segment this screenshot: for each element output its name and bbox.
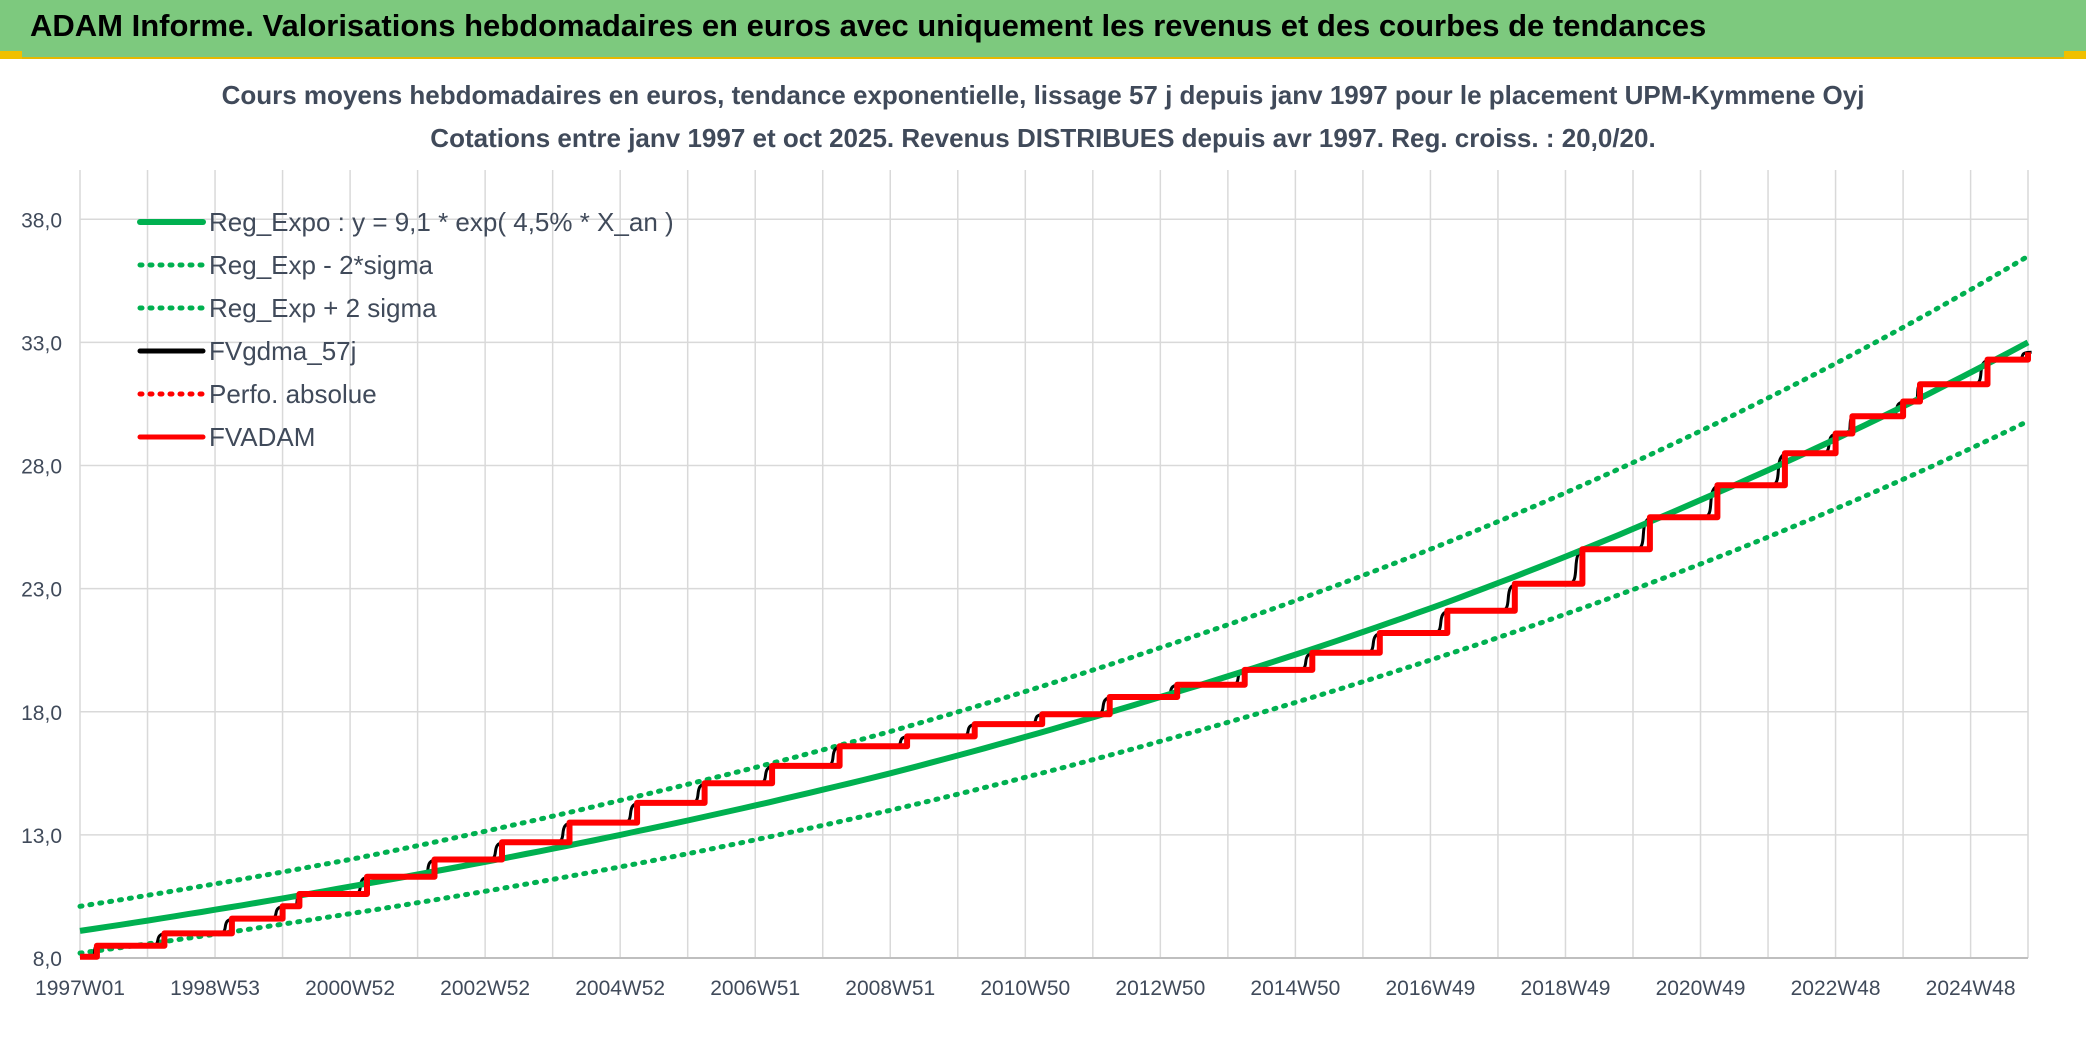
x-tick-label: 2006W51	[710, 977, 800, 1000]
y-tick-label: 33,0	[21, 332, 62, 355]
legend-label: FVADAM	[209, 422, 315, 452]
legend-label: Reg_Exp - 2*sigma	[209, 250, 434, 280]
y-tick-label: 23,0	[21, 579, 62, 602]
legend-label: Reg_Expo : y = 9,1 * exp( 4,5% * X_an )	[209, 207, 674, 237]
y-tick-label: 28,0	[21, 456, 62, 479]
report-banner: ADAM Informe. Valorisations hebdomadaire…	[0, 0, 2086, 59]
x-tick-label: 2000W52	[305, 977, 395, 1000]
banner-corner-right	[2064, 51, 2086, 59]
y-tick-label: 18,0	[21, 702, 62, 725]
x-tick-label: 2008W51	[845, 977, 935, 1000]
series-reg-minus-2sigma	[77, 418, 2031, 956]
x-tick-label: 2014W50	[1250, 977, 1340, 1000]
x-tick-label: 2018W49	[1521, 977, 1611, 1000]
y-tick-label: 38,0	[21, 209, 62, 232]
x-tick-label: 2002W52	[440, 977, 530, 1000]
x-tick-label: 2010W50	[980, 977, 1070, 1000]
chart-area: Cours moyens hebdomadaires en euros, ten…	[0, 60, 2086, 1037]
y-tick-label: 8,0	[33, 948, 62, 971]
chart-grid	[79, 170, 2029, 958]
x-tick-label: 2022W48	[1791, 977, 1881, 1000]
x-tick-label: 1997W01	[35, 977, 125, 1000]
x-tick-label: 1998W53	[170, 977, 260, 1000]
chart-svg: Cours moyens hebdomadaires en euros, ten…	[21, 80, 2032, 1000]
report-title: ADAM Informe. Valorisations hebdomadaire…	[30, 8, 1707, 43]
x-tick-label: 2016W49	[1385, 977, 1475, 1000]
x-tick-label: 2012W50	[1115, 977, 1205, 1000]
series-fvgdma-57j	[80, 350, 2032, 959]
legend-label: FVgdma_57j	[209, 336, 356, 366]
y-axis: 8,0 13,0 18,0 23,0 28,0 33,0 38,0	[21, 209, 62, 971]
y-tick-label: 13,0	[21, 825, 62, 848]
chart-subtitle: Cotations entre janv 1997 et oct 2025. R…	[430, 123, 1655, 153]
chart-title: Cours moyens hebdomadaires en euros, ten…	[222, 80, 1865, 110]
series-reg-plus-2sigma	[77, 253, 2031, 909]
banner-corner-left	[0, 51, 22, 59]
chart-legend: Reg_Expo : y = 9,1 * exp( 4,5% * X_an ) R…	[137, 207, 674, 452]
series-reg-expo	[79, 339, 2030, 934]
series-fvadam	[80, 352, 2031, 960]
legend-label: Perfo. absolue	[209, 379, 377, 409]
series-layer	[77, 253, 2032, 960]
x-tick-label: 2004W52	[575, 977, 665, 1000]
x-axis: 1997W01 1998W53 2000W52 2002W52 2004W52 2006W…	[35, 957, 2028, 1000]
x-tick-label: 2020W49	[1656, 977, 1746, 1000]
legend-label: Reg_Exp + 2 sigma	[209, 293, 437, 323]
x-tick-label: 2024W48	[1926, 977, 2016, 1000]
